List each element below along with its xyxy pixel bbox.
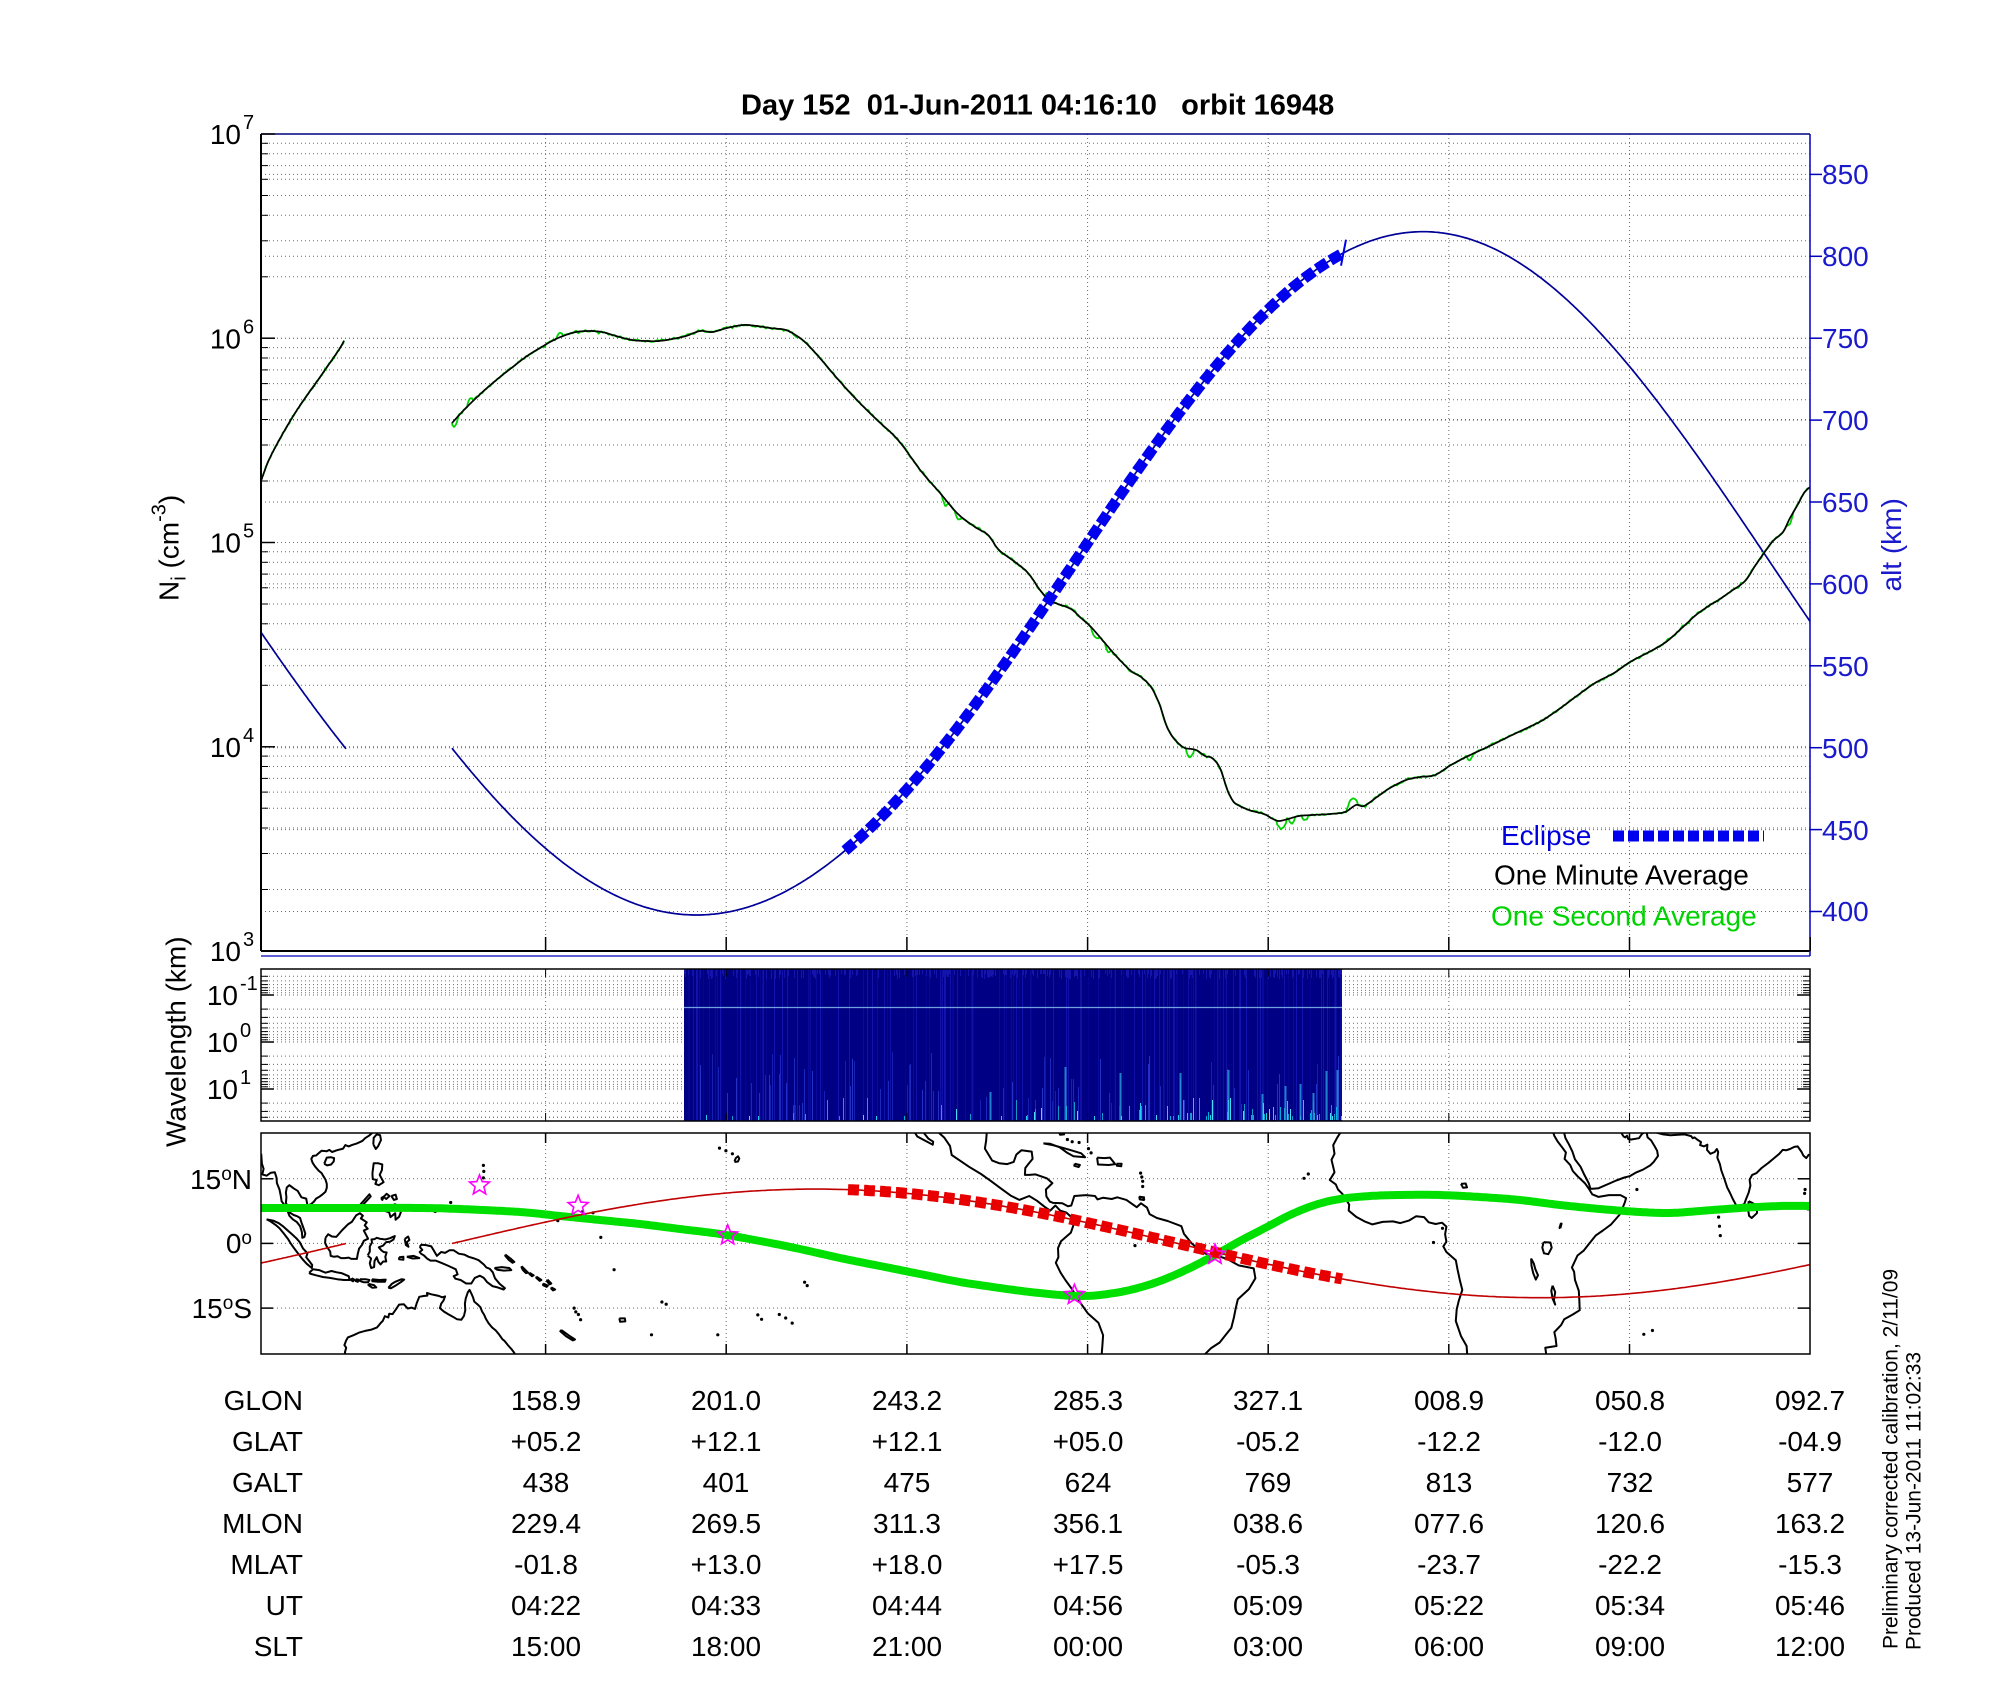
svg-text:163.2: 163.2 [1775, 1508, 1845, 1539]
svg-text:500: 500 [1822, 733, 1869, 764]
svg-text:450: 450 [1822, 815, 1869, 846]
svg-text:-12.2: -12.2 [1417, 1426, 1481, 1457]
svg-text:327.1: 327.1 [1233, 1385, 1303, 1416]
svg-text:Produced 13-Jun-2011 11:02:33: Produced 13-Jun-2011 11:02:33 [1903, 1352, 1926, 1650]
svg-text:800: 800 [1822, 241, 1869, 272]
svg-text:269.5: 269.5 [691, 1508, 761, 1539]
svg-text:-05.2: -05.2 [1236, 1426, 1300, 1457]
svg-text:229.4: 229.4 [511, 1508, 581, 1539]
svg-text:05:22: 05:22 [1414, 1590, 1484, 1621]
svg-text:Day 152 01-Jun-2011 04:16:10: Day 152 01-Jun-2011 04:16:10 orbit 16948 [741, 90, 1334, 122]
svg-text:10: 10 [207, 1074, 238, 1105]
svg-text:311.3: 311.3 [873, 1508, 941, 1539]
svg-text:092.7: 092.7 [1775, 1385, 1845, 1416]
svg-text:One Minute Average: One Minute Average [1494, 860, 1749, 891]
svg-text:MLON: MLON [222, 1508, 303, 1539]
svg-text:Eclipse: Eclipse [1501, 820, 1591, 851]
svg-text:475: 475 [884, 1467, 931, 1498]
svg-text:-04.9: -04.9 [1778, 1426, 1842, 1457]
svg-text:-15.3: -15.3 [1778, 1549, 1842, 1580]
svg-text:15oN: 15oN [190, 1164, 252, 1195]
svg-text:15oS: 15oS [192, 1293, 252, 1324]
svg-text:05:46: 05:46 [1775, 1590, 1845, 1621]
svg-text:008.9: 008.9 [1414, 1385, 1484, 1416]
svg-text:600: 600 [1822, 569, 1869, 600]
svg-text:577: 577 [1787, 1467, 1834, 1498]
svg-text:050.8: 050.8 [1595, 1385, 1665, 1416]
svg-text:158.9: 158.9 [511, 1385, 581, 1416]
svg-text:+12.1: +12.1 [691, 1426, 762, 1457]
svg-text:5: 5 [243, 521, 254, 543]
svg-text:+05.2: +05.2 [511, 1426, 582, 1457]
svg-text:356.1: 356.1 [1053, 1508, 1123, 1539]
svg-text:00:00: 00:00 [1053, 1631, 1123, 1662]
svg-text:18:00: 18:00 [691, 1631, 761, 1662]
svg-text:10: 10 [210, 528, 241, 559]
svg-text:438: 438 [523, 1467, 570, 1498]
svg-text:+12.1: +12.1 [872, 1426, 943, 1457]
svg-text:243.2: 243.2 [872, 1385, 942, 1416]
svg-text:04:22: 04:22 [511, 1590, 581, 1621]
svg-text:850: 850 [1822, 159, 1869, 190]
svg-text:550: 550 [1822, 651, 1869, 682]
svg-text:UT: UT [266, 1590, 303, 1621]
svg-text:285.3: 285.3 [1053, 1385, 1123, 1416]
svg-text:7: 7 [243, 112, 254, 134]
svg-text:04:44: 04:44 [872, 1590, 942, 1621]
svg-text:120.6: 120.6 [1595, 1508, 1665, 1539]
svg-text:One Second Average: One Second Average [1491, 901, 1757, 932]
svg-text:650: 650 [1822, 487, 1869, 518]
svg-text:+17.5: +17.5 [1053, 1549, 1124, 1580]
svg-text:1: 1 [240, 1067, 251, 1089]
svg-text:GALT: GALT [232, 1467, 303, 1498]
svg-text:03:00: 03:00 [1233, 1631, 1303, 1662]
svg-text:624: 624 [1065, 1467, 1112, 1498]
svg-text:10: 10 [210, 732, 241, 763]
svg-text:3: 3 [243, 929, 254, 951]
svg-text:-22.2: -22.2 [1598, 1549, 1662, 1580]
svg-text:04:33: 04:33 [691, 1590, 761, 1621]
svg-text:6: 6 [243, 316, 254, 338]
svg-text:alt (km): alt (km) [1876, 498, 1907, 591]
svg-text:750: 750 [1822, 323, 1869, 354]
svg-text:813: 813 [1426, 1467, 1473, 1498]
svg-text:10: 10 [210, 323, 241, 354]
svg-text:038.6: 038.6 [1233, 1508, 1303, 1539]
svg-text:SLT: SLT [254, 1631, 303, 1662]
svg-text:Wavelength (km): Wavelength (km) [161, 936, 192, 1147]
svg-text:-23.7: -23.7 [1417, 1549, 1481, 1580]
svg-text:-05.3: -05.3 [1236, 1549, 1300, 1580]
svg-text:0: 0 [240, 1020, 251, 1042]
svg-text:401: 401 [703, 1467, 750, 1498]
svg-text:400: 400 [1822, 896, 1869, 927]
svg-text:GLON: GLON [224, 1385, 303, 1416]
svg-text:201.0: 201.0 [691, 1385, 761, 1416]
svg-text:06:00: 06:00 [1414, 1631, 1484, 1662]
svg-text:+13.0: +13.0 [691, 1549, 762, 1580]
svg-text:+05.0: +05.0 [1053, 1426, 1124, 1457]
svg-text:10: 10 [207, 1027, 238, 1058]
svg-text:+18.0: +18.0 [872, 1549, 943, 1580]
svg-text:Preliminary corrected calibrat: Preliminary corrected calibration, 2/11/… [1880, 1269, 1903, 1649]
svg-text:-12.0: -12.0 [1598, 1426, 1662, 1457]
svg-text:05:09: 05:09 [1233, 1590, 1303, 1621]
svg-text:09:00: 09:00 [1595, 1631, 1665, 1662]
svg-text:10: 10 [207, 980, 238, 1011]
svg-text:4: 4 [243, 725, 254, 747]
svg-text:10: 10 [210, 119, 241, 150]
svg-text:700: 700 [1822, 405, 1869, 436]
svg-text:15:00: 15:00 [511, 1631, 581, 1662]
svg-text:769: 769 [1245, 1467, 1292, 1498]
svg-text:04:56: 04:56 [1053, 1590, 1123, 1621]
svg-text:-1: -1 [240, 973, 258, 995]
svg-text:10: 10 [210, 936, 241, 967]
svg-text:05:34: 05:34 [1595, 1590, 1665, 1621]
svg-text:732: 732 [1607, 1467, 1654, 1498]
svg-text:MLAT: MLAT [230, 1549, 303, 1580]
svg-text:12:00: 12:00 [1775, 1631, 1845, 1662]
svg-text:21:00: 21:00 [872, 1631, 942, 1662]
svg-text:077.6: 077.6 [1414, 1508, 1484, 1539]
svg-text:GLAT: GLAT [232, 1426, 303, 1457]
svg-text:-01.8: -01.8 [514, 1549, 578, 1580]
